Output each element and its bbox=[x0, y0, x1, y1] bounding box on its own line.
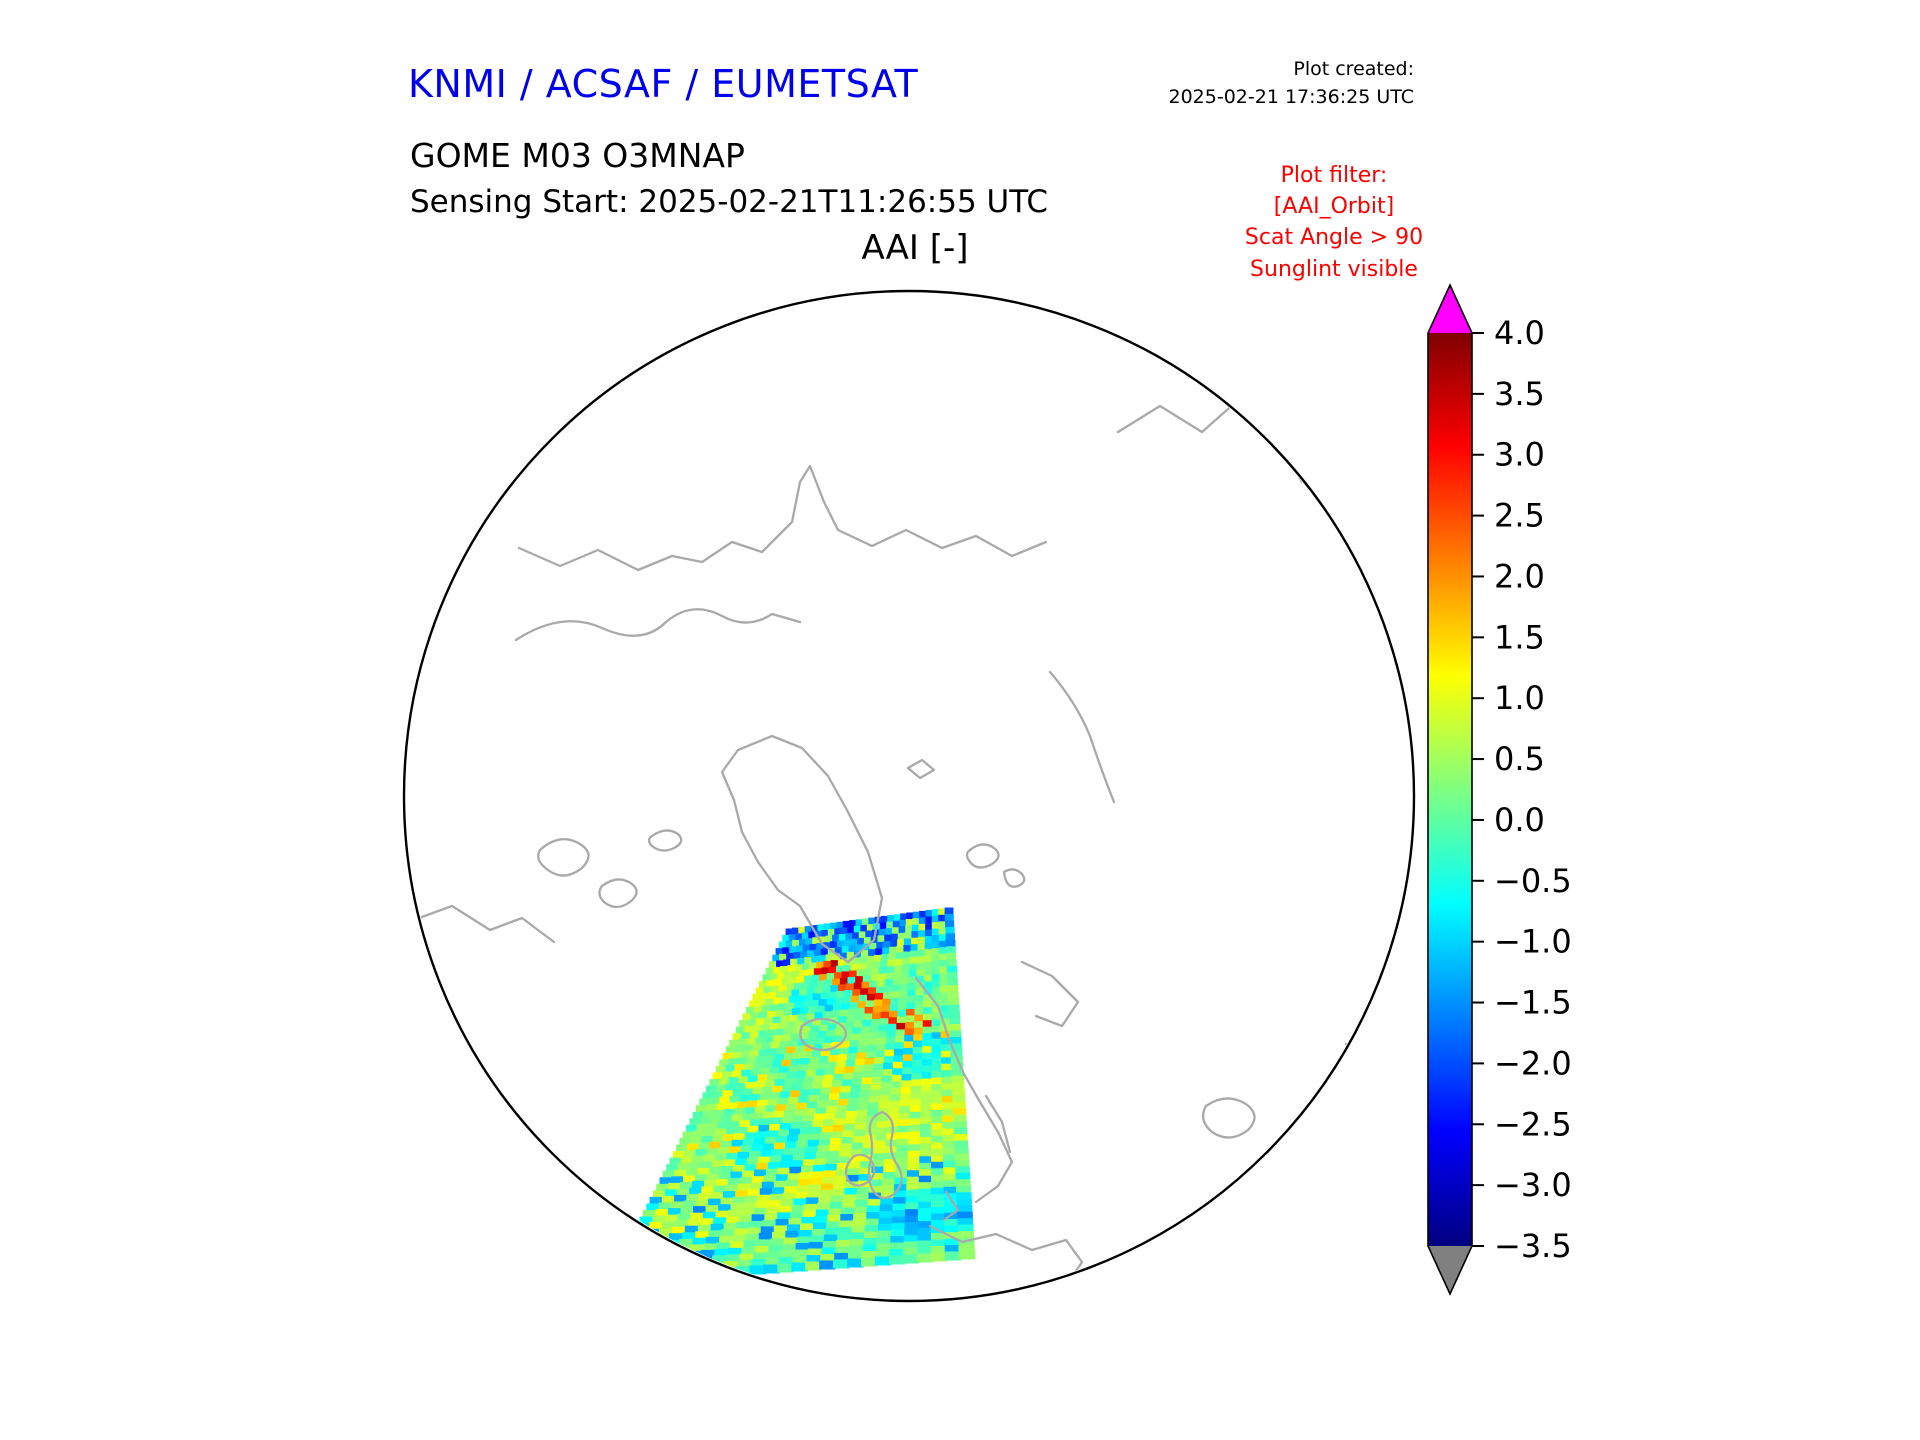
colorbar-tick-label: 3.5 bbox=[1494, 375, 1545, 413]
coastline-british-isles bbox=[844, 1110, 903, 1200]
plot-created-time: 2025-02-21 17:36:25 UTC bbox=[1168, 85, 1415, 108]
coastline-siberia-inner bbox=[514, 608, 802, 642]
coastline-severnaya bbox=[906, 758, 936, 780]
coastline-canadian-arctic bbox=[537, 829, 683, 909]
colorbar-tick-label: −1.5 bbox=[1494, 984, 1572, 1022]
plot-created-block: Plot created: 2025-02-21 17:36:25 UTC bbox=[1169, 56, 1415, 111]
colorbar-tick-label: 2.0 bbox=[1494, 557, 1545, 595]
colorbar-tick-label: 0.0 bbox=[1494, 801, 1545, 839]
coastline-scandinavia bbox=[914, 960, 1080, 1204]
colorbar-gradient bbox=[1428, 333, 1472, 1246]
plot-filter-line: Scat Angle > 90 bbox=[1244, 225, 1424, 251]
coastline-arctic-russia bbox=[517, 464, 1048, 572]
plot-filter-line: [AAI_Orbit] bbox=[1273, 194, 1395, 220]
plot-filter-line: Plot filter: bbox=[1280, 163, 1388, 188]
colorbar-tick-label: 3.0 bbox=[1494, 436, 1545, 474]
colorbar-tick-label: 1.5 bbox=[1494, 618, 1545, 656]
coastline-greenland bbox=[720, 734, 884, 964]
colorbar-tick-label: −0.5 bbox=[1494, 862, 1572, 900]
colorbar: 4.0 3.5 3.0 2.5 2.0 1.5 1.0 0.5 0.0 −0.5 −1.0 −1.5 −… bbox=[1427, 283, 1572, 1296]
coastline-black-caspian bbox=[1201, 1030, 1410, 1139]
colorbar-tick-label: 2.5 bbox=[1494, 497, 1545, 535]
colorbar-tick-label: −3.5 bbox=[1494, 1227, 1572, 1265]
colorbar-tick-label: 1.0 bbox=[1494, 679, 1545, 717]
coastline-svalbard bbox=[965, 843, 1026, 888]
plot-filter-line: Sunglint visible bbox=[1250, 256, 1418, 282]
org-title: KNMI / ACSAF / EUMETSAT bbox=[408, 62, 919, 106]
colorbar-tick-label: −1.0 bbox=[1494, 923, 1572, 961]
aai-data-swath bbox=[609, 907, 976, 1285]
product-title: GOME M03 O3MNAP bbox=[410, 136, 745, 175]
colorbar-tick-label: −2.5 bbox=[1494, 1105, 1572, 1143]
plot-created-label: Plot created: bbox=[1293, 58, 1414, 80]
map-boundary-circle bbox=[402, 289, 1416, 1303]
colorbar-tick-label: −2.0 bbox=[1494, 1044, 1572, 1082]
plot-filter-block: Plot filter: [AAI_Orbit] Scat Angle > 90 Su… bbox=[1245, 160, 1423, 285]
coastline-iceland bbox=[799, 1017, 847, 1052]
coastline-europe-south bbox=[928, 1190, 1084, 1294]
colorbar-under-arrow bbox=[1428, 1246, 1472, 1294]
coastline-novaya-zemlya bbox=[1048, 670, 1116, 804]
map-title: AAI [-] bbox=[861, 228, 969, 268]
colorbar-tick-label: 4.0 bbox=[1494, 314, 1545, 352]
colorbar-tick-label: 0.5 bbox=[1494, 740, 1545, 778]
colorbar-tick-label: −3.0 bbox=[1494, 1166, 1572, 1204]
coastline-labrador bbox=[406, 904, 556, 944]
colorbar-over-arrow bbox=[1428, 285, 1472, 333]
sensing-start: Sensing Start: 2025-02-21T11:26:55 UTC bbox=[410, 184, 1048, 220]
coastline-top-right-islands bbox=[1116, 400, 1406, 530]
coastlines bbox=[406, 400, 1410, 1294]
